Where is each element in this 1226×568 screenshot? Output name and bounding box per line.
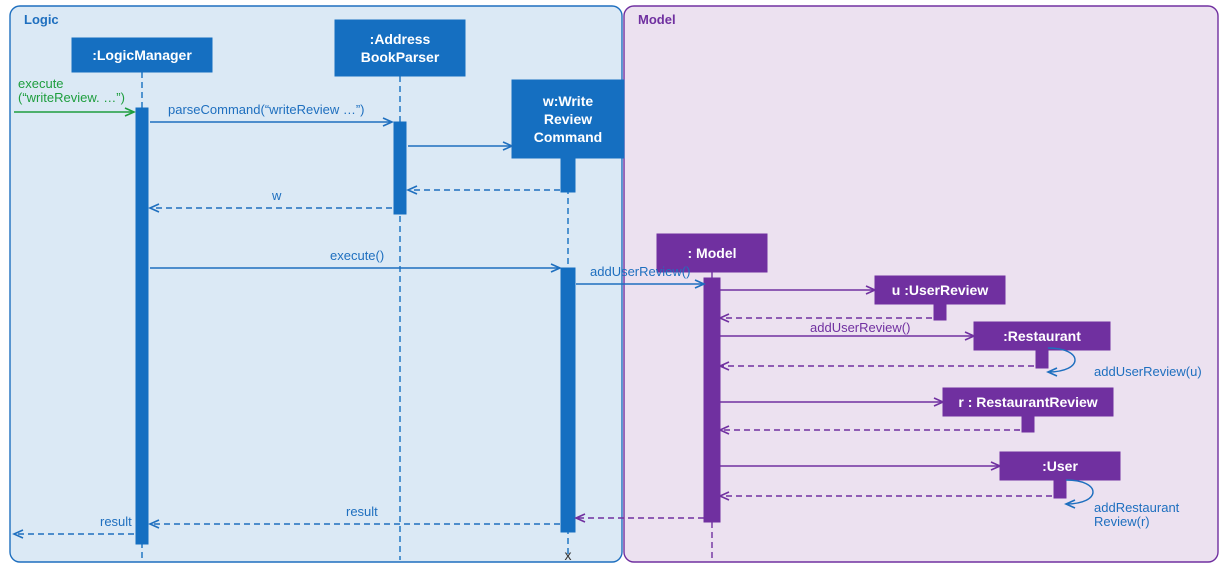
participant-label-parser-1: BookParser (361, 49, 440, 65)
message-label-m_addUR1-0: addUserReview() (590, 264, 690, 279)
activation-wcmd-0 (561, 158, 575, 192)
participant-label-logicmanager-0: :LogicManager (92, 47, 192, 63)
activation-userreview-0 (934, 304, 946, 320)
participant-parser (335, 20, 465, 76)
participant-label-parser-0: :Address (370, 31, 431, 47)
message-label-m_exec_in-1: (“writeReview. …”) (18, 90, 125, 105)
activation-parser-0 (394, 122, 406, 214)
participant-label-wcmd-2: Command (534, 129, 602, 145)
participant-label-model-0: : Model (688, 245, 737, 261)
frame-label-logic: Logic (24, 12, 59, 27)
activation-restreview-0 (1022, 416, 1034, 432)
participant-label-user-0: :User (1042, 458, 1078, 474)
message-label-m_exec_w-0: execute() (330, 248, 384, 263)
selfcall-label-s_user-1: Review(r) (1094, 514, 1150, 529)
message-label-m_result_w-0: result (346, 504, 378, 519)
message-label-m_exec_in-0: execute (18, 76, 64, 91)
frame-label-model: Model (638, 12, 676, 27)
participant-label-restaurant-0: :Restaurant (1003, 328, 1081, 344)
activation-restaurant-0 (1036, 350, 1048, 368)
destroy-wcmd: x (565, 547, 572, 563)
message-label-m_addUR2-0: addUserReview() (810, 320, 910, 335)
activation-model-0 (704, 278, 720, 522)
message-label-m_result_out-0: result (100, 514, 132, 529)
participant-label-restreview-0: r : RestaurantReview (958, 394, 1097, 410)
selfcall-label-s_user-0: addRestaurant (1094, 500, 1180, 515)
activation-user-0 (1054, 480, 1066, 498)
participant-label-wcmd-0: w:Write (542, 93, 594, 109)
selfcall-label-s_rest-0: addUserReview(u) (1094, 364, 1202, 379)
participant-label-wcmd-1: Review (544, 111, 592, 127)
message-label-m_ret_w-0: w (271, 188, 282, 203)
message-label-m_parse-0: parseCommand(“writeReview …”) (168, 102, 365, 117)
activation-wcmd-1 (561, 268, 575, 532)
activation-logicmanager-0 (136, 108, 148, 544)
participant-label-userreview-0: u :UserReview (892, 282, 989, 298)
